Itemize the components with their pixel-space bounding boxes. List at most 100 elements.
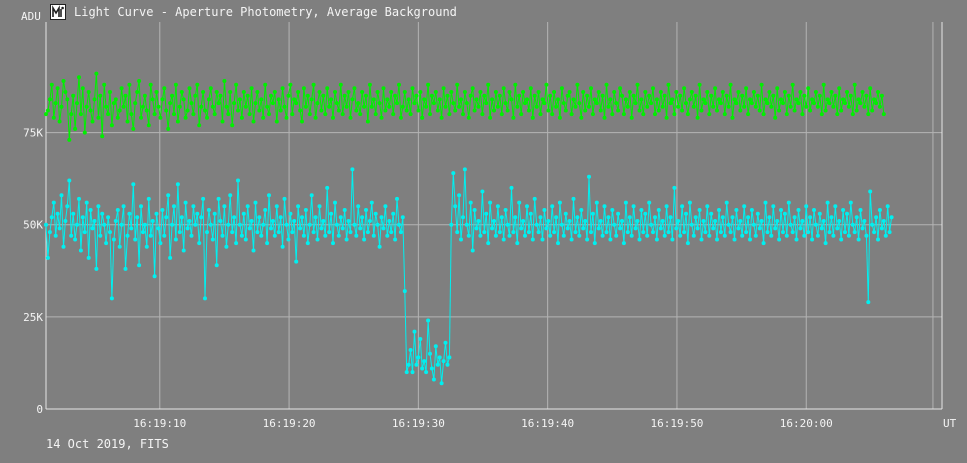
series-1-point [563,108,568,113]
series-2-point [433,344,438,349]
series-1-point [660,104,665,109]
series-1-point [111,101,116,106]
y-tick-label: 75K [23,127,43,140]
series-1-point [862,104,867,109]
series-1-point [383,108,388,113]
series-1-point [459,97,463,102]
series-1-point [323,112,328,117]
series-2-point [653,215,657,220]
series-1-point [850,112,855,117]
series-1-point [389,90,394,94]
series-1-point [775,86,780,91]
series-1-point [493,90,498,94]
series-1-point [749,101,754,106]
series-2-point [183,200,188,205]
series-1-point [78,112,83,117]
series-1-point [125,119,130,124]
series-2-point [866,300,871,305]
series-2-point [519,226,524,231]
series-2-point [691,233,696,238]
series-1-point [717,97,721,102]
series-2-point [872,230,877,235]
series-1-point [408,112,413,117]
y-axis-label: ADU [21,10,41,23]
series-1-point [651,86,655,91]
series-1-point [88,108,93,113]
series-2-point [620,219,624,223]
series-1-point [674,90,679,94]
series-2-point [49,215,54,220]
series-2-point [813,222,818,227]
series-2-point [296,204,301,209]
series-2-point [400,215,405,220]
series-1-point [773,115,778,120]
series-2-point [236,178,240,183]
series-1-point [556,97,560,102]
series-2-point [753,233,758,238]
series-2-point [232,215,237,220]
series-2-point [812,208,816,212]
series-2-point [175,182,180,187]
series-2-point [534,222,539,227]
series-1-point [728,82,733,87]
series-2-point [687,200,692,205]
series-2-point [755,211,760,216]
series-2-point [210,237,215,242]
series-2-point [445,362,450,367]
series-1-point [792,108,797,113]
series-2-point [218,219,223,223]
series-2-point [86,255,91,260]
series-1-point [342,93,347,98]
series-2-point [160,208,165,212]
series-1-point [790,82,795,87]
series-2-point [660,219,665,223]
series-2-point [125,233,130,238]
series-2-point [846,233,851,238]
series-2-point [616,211,621,216]
series-2-point [827,230,832,235]
series-1-point [387,104,392,109]
series-2-point [557,200,562,205]
series-2-point [493,233,498,238]
series-1-point [846,104,851,109]
series-2-point [495,204,500,209]
series-1-point [84,104,89,109]
series-2-point [528,211,533,216]
series-2-point [474,226,479,231]
series-1-point [495,104,500,109]
series-1-point [108,90,112,94]
series-2-point [876,237,880,242]
series-2-point [214,263,219,268]
series-1-point [596,90,601,94]
series-1-point [526,108,531,113]
series-1-point [47,97,52,102]
series-2-point [841,208,846,212]
series-1-point [540,97,545,102]
series-2-point [177,230,182,235]
series-1-point [73,126,78,131]
series-1-point [701,97,706,102]
series-2-point [179,215,184,220]
series-2-point [292,219,297,223]
series-1-point [521,90,526,94]
series-2-point [57,226,62,231]
series-2-point [144,244,149,249]
series-1-point [767,90,772,94]
series-2-point [451,171,456,176]
series-2-point [133,237,138,242]
series-1-point [643,90,648,94]
series-1-point [625,104,630,109]
series-2-point [272,233,277,238]
series-1-point [534,104,539,109]
series-2-point [441,359,446,364]
series-1-point [503,101,508,106]
series-1-point [709,93,714,98]
series-1-point [843,101,847,106]
series-2-point [598,219,603,223]
series-2-point [402,289,407,294]
series-2-point [317,204,322,209]
series-1-point [703,101,708,106]
series-2-point [637,237,642,242]
series-2-point [319,226,324,231]
series-1-point [507,90,512,94]
